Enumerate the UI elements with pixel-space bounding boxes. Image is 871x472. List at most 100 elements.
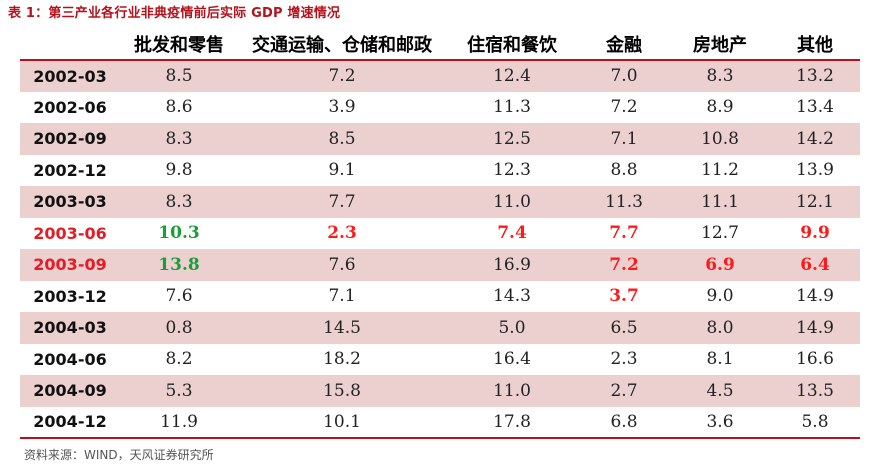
value-cell: 8.2	[165, 349, 193, 370]
table-row: 2004-03 0.8 14.5 5.0 6.5 8.0 14.9	[20, 312, 860, 344]
value-cell: 16.6	[796, 349, 834, 370]
value-cell: 6.9	[705, 254, 735, 275]
value-cell: 7.2	[328, 66, 356, 87]
row-date: 2002-12	[33, 160, 107, 180]
header-cell: 其他	[797, 35, 833, 56]
value-cell: 8.5	[328, 128, 356, 149]
header-cell: 批发和零售	[134, 35, 224, 56]
value-cell: 6.4	[800, 254, 830, 275]
header-cell: 金融	[606, 35, 642, 56]
header-cell: 住宿和餐饮	[467, 35, 557, 56]
value-cell: 7.1	[328, 286, 356, 307]
value-cell: 12.1	[796, 191, 834, 212]
value-cell: 8.9	[706, 97, 734, 118]
value-cell: 8.8	[610, 160, 638, 181]
value-cell: 8.6	[165, 97, 193, 118]
value-cell: 2.3	[327, 223, 357, 244]
table-row: 2004-06 8.2 18.2 16.4 2.3 8.1 16.6	[20, 344, 860, 376]
value-cell: 13.4	[796, 97, 834, 118]
value-cell: 9.9	[800, 223, 830, 244]
value-cell: 10.3	[158, 223, 200, 244]
value-cell: 6.8	[610, 411, 638, 432]
value-cell: 11.1	[701, 191, 739, 212]
table-row: 2002-12 9.8 9.1 12.3 8.8 11.2 13.9	[20, 155, 860, 187]
value-cell: 7.6	[328, 254, 356, 275]
value-cell: 7.7	[328, 191, 356, 212]
value-cell: 7.1	[610, 128, 638, 149]
value-cell: 13.8	[158, 254, 200, 275]
value-cell: 4.5	[706, 380, 734, 401]
value-cell: 3.6	[706, 411, 734, 432]
value-cell: 12.4	[493, 66, 531, 87]
row-date: 2002-06	[33, 97, 107, 117]
table-row: 2003-06 10.3 2.3 7.4 7.7 12.7 9.9	[20, 218, 860, 250]
value-cell: 9.0	[706, 286, 734, 307]
value-cell: 9.8	[165, 160, 193, 181]
value-cell: 8.3	[165, 128, 193, 149]
value-cell: 11.3	[605, 191, 643, 212]
value-cell: 11.3	[493, 97, 531, 118]
value-cell: 13.9	[796, 160, 834, 181]
value-cell: 12.5	[493, 128, 531, 149]
row-date: 2003-09	[33, 255, 107, 275]
value-cell: 17.8	[493, 411, 531, 432]
value-cell: 8.3	[165, 191, 193, 212]
table-body: 2002-03 8.5 7.2 12.4 7.0 8.3 13.2 2002-06 8.6 3.9…	[20, 60, 860, 438]
row-date: 2004-06	[33, 349, 107, 369]
value-cell: 7.6	[165, 286, 193, 307]
value-cell: 5.8	[801, 411, 829, 432]
value-cell: 8.1	[706, 349, 734, 370]
table-row: 2002-09 8.3 8.5 12.5 7.1 10.8 14.2	[20, 123, 860, 155]
value-cell: 8.3	[706, 66, 734, 87]
value-cell: 13.5	[796, 380, 834, 401]
value-cell: 0.8	[165, 317, 193, 338]
value-cell: 8.0	[706, 317, 734, 338]
value-cell: 9.1	[328, 160, 356, 181]
value-cell: 3.7	[609, 286, 639, 307]
value-cell: 5.0	[498, 317, 526, 338]
row-date: 2004-09	[33, 381, 107, 401]
value-cell: 6.5	[610, 317, 638, 338]
row-date: 2003-06	[33, 223, 107, 243]
row-date: 2003-03	[33, 192, 107, 212]
value-cell: 10.8	[701, 128, 739, 149]
value-cell: 3.9	[328, 97, 356, 118]
header-cell: 房地产	[693, 35, 747, 56]
value-cell: 14.9	[796, 317, 834, 338]
table-row: 2004-09 5.3 15.8 11.0 2.7 4.5 13.5	[20, 375, 860, 407]
value-cell: 11.2	[701, 160, 739, 181]
value-cell: 5.3	[165, 380, 193, 401]
header-cell: 交通运输、仓储和邮政	[252, 35, 432, 56]
value-cell: 11.0	[493, 191, 531, 212]
value-cell: 10.1	[323, 411, 361, 432]
source-note: 资料来源：WIND，天风证券研究所	[24, 448, 214, 462]
value-cell: 2.3	[610, 349, 638, 370]
table-row: 2002-06 8.6 3.9 11.3 7.2 8.9 13.4	[20, 92, 860, 124]
gdp-table-container: 批发和零售 交通运输、仓储和邮政 住宿和餐饮 金融 房地产 其他 2002-03…	[20, 29, 860, 439]
row-date: 2002-03	[33, 66, 107, 86]
table-row: 2004-12 11.9 10.1 17.8 6.8 3.6 5.8	[20, 407, 860, 438]
value-cell: 18.2	[323, 349, 361, 370]
row-date: 2003-12	[33, 286, 107, 306]
row-date: 2004-03	[33, 318, 107, 338]
value-cell: 12.7	[701, 223, 739, 244]
gdp-growth-table: 批发和零售 交通运输、仓储和邮政 住宿和餐饮 金融 房地产 其他 2002-03…	[20, 29, 860, 439]
value-cell: 7.2	[610, 97, 638, 118]
value-cell: 8.5	[165, 66, 193, 87]
table-row: 2002-03 8.5 7.2 12.4 7.0 8.3 13.2	[20, 60, 860, 92]
value-cell: 7.7	[609, 223, 639, 244]
header-cell	[20, 29, 120, 60]
value-cell: 7.0	[610, 66, 638, 87]
value-cell: 13.2	[796, 66, 834, 87]
row-date: 2004-12	[33, 412, 107, 432]
table-header-row: 批发和零售 交通运输、仓储和邮政 住宿和餐饮 金融 房地产 其他	[20, 29, 860, 60]
value-cell: 7.2	[609, 254, 639, 275]
value-cell: 14.2	[796, 128, 834, 149]
row-date: 2002-09	[33, 129, 107, 149]
value-cell: 14.5	[323, 317, 361, 338]
value-cell: 12.3	[493, 160, 531, 181]
value-cell: 16.9	[493, 254, 531, 275]
table-row: 2003-12 7.6 7.1 14.3 3.7 9.0 14.9	[20, 281, 860, 313]
value-cell: 11.0	[493, 380, 531, 401]
table-row: 2003-03 8.3 7.7 11.0 11.3 11.1 12.1	[20, 186, 860, 218]
